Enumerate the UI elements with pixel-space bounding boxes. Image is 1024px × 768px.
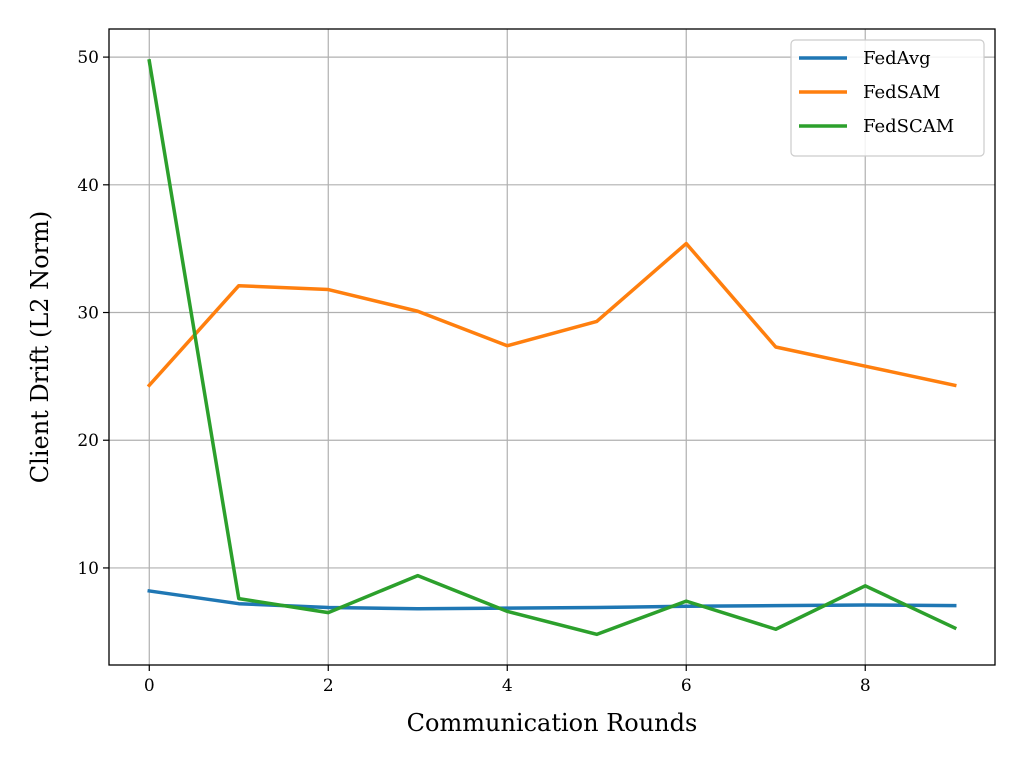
x-tick-label: 2 — [323, 676, 334, 696]
x-tick-label: 4 — [502, 676, 513, 696]
y-tick-label: 50 — [77, 48, 99, 68]
x-tick-label: 0 — [144, 676, 155, 696]
legend: FedAvg FedSAM FedSCAM — [790, 39, 985, 157]
series-layer — [146, 58, 958, 637]
y-tick-label: 40 — [77, 176, 99, 196]
series-line-fedsam — [146, 241, 957, 388]
series-line-fedscam — [147, 58, 958, 637]
y-axis-label: Client Drift (L2 Norm) — [26, 211, 54, 483]
x-tick-label: 6 — [681, 676, 692, 696]
legend-label-fedscam: FedSCAM — [863, 116, 954, 137]
legend-label-fedsam: FedSAM — [863, 82, 940, 103]
y-tick-label: 30 — [77, 304, 99, 324]
x-axis-label: Communication Rounds — [407, 709, 698, 737]
ticks: 0 2 4 6 8 10 20 30 40 50 — [77, 48, 870, 696]
x-tick-label: 8 — [860, 676, 871, 696]
plot-frame — [108, 28, 996, 666]
legend-label-fedavg: FedAvg — [863, 48, 931, 69]
y-tick-label: 20 — [77, 431, 99, 451]
y-tick-label: 10 — [77, 559, 99, 579]
